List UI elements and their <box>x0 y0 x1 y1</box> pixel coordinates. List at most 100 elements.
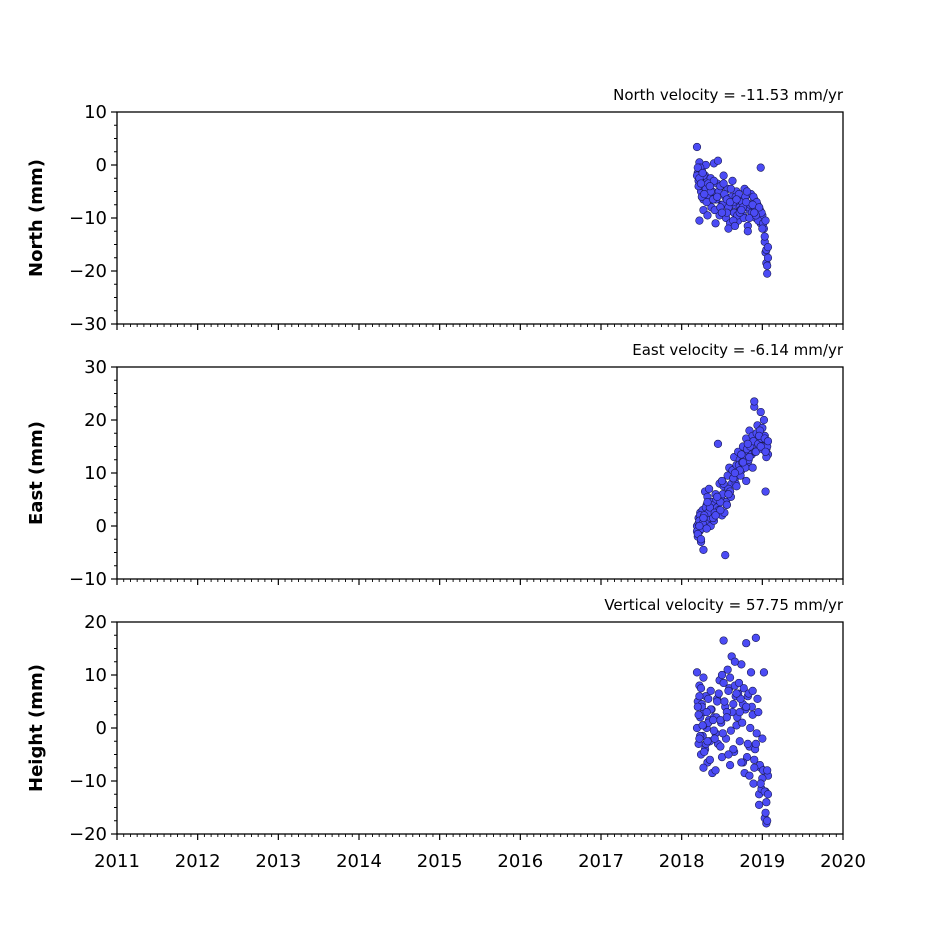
north-data-point <box>763 269 772 278</box>
north-data-point <box>695 216 704 225</box>
north-ytick-label: 0 <box>96 155 107 176</box>
north-data-point <box>696 179 706 188</box>
height-data-point <box>762 798 771 807</box>
height-data-point <box>750 763 759 772</box>
east-ytick-label: 30 <box>84 357 107 378</box>
east-data-point <box>761 487 770 496</box>
height-ytick-label: 0 <box>96 718 107 739</box>
height-data-point <box>752 729 761 738</box>
east-data-point <box>724 490 733 499</box>
north-data-point <box>698 168 707 178</box>
height-data-point <box>718 729 727 738</box>
height-data-point <box>737 758 746 767</box>
height-data-point <box>726 726 735 735</box>
height-xtick-label: 2020 <box>820 851 866 872</box>
east-data-point <box>721 551 730 560</box>
height-data-point <box>703 737 712 746</box>
height-data-point <box>730 657 740 666</box>
height-data-point <box>724 686 733 696</box>
height-data-point <box>758 734 767 743</box>
north-data-point <box>719 171 728 180</box>
height-data-point <box>719 636 728 645</box>
east-data-point <box>722 500 731 509</box>
height-data-point <box>705 755 715 764</box>
height-data-point <box>725 760 735 770</box>
height-ticks: −20 −10 0 10 20 2011 2012 2013 2014 2015 2016 2017 2… <box>69 612 866 872</box>
north-data-point <box>700 190 709 199</box>
north-data-point <box>755 203 764 212</box>
height-data-point <box>729 745 738 754</box>
height-data-point <box>739 684 748 693</box>
height-ytick-label: −10 <box>69 771 107 792</box>
east-data-point <box>737 450 746 459</box>
height-data-point <box>722 713 731 722</box>
height-data-point <box>693 702 702 711</box>
height-xtick-label: 2017 <box>578 851 624 872</box>
east-data-point <box>759 415 769 425</box>
height-data-point <box>723 665 732 674</box>
east-data-point <box>711 511 720 520</box>
east-data-point <box>763 437 773 446</box>
north-data-point <box>726 184 735 193</box>
north-data-point <box>719 179 728 188</box>
east-data-point <box>743 439 752 448</box>
height-ytick-label: 20 <box>84 612 107 633</box>
height-data-point <box>729 700 738 709</box>
height-data-point <box>699 763 708 772</box>
height-xtick-label: 2012 <box>175 851 221 872</box>
north-ylabel: North (mm) <box>26 159 47 277</box>
height-data-point <box>696 684 706 693</box>
east-data-point <box>738 458 748 467</box>
height-data-point <box>735 737 744 746</box>
north-data-point <box>743 227 752 236</box>
height-data-point <box>750 755 759 764</box>
height-data-point <box>732 689 741 698</box>
north-data-point <box>705 182 715 191</box>
north-ytick-label: 10 <box>84 102 107 123</box>
height-data-point <box>748 686 757 696</box>
height-xtick-label: 2019 <box>739 851 785 872</box>
height-data-point <box>695 692 704 701</box>
east-data-point <box>750 397 759 406</box>
height-data-point <box>759 668 769 677</box>
height-data-point <box>709 726 719 735</box>
height-data-point <box>724 750 733 759</box>
height-data-point <box>763 766 772 775</box>
height-xtick-label: 2015 <box>417 851 463 872</box>
east-data-point <box>704 484 714 494</box>
east-data-point <box>745 453 754 462</box>
east-data-point <box>732 482 741 491</box>
height-data-point <box>734 678 744 688</box>
height-data-point <box>698 721 707 730</box>
height-data-point <box>742 702 751 711</box>
north-data-point <box>728 176 737 185</box>
height-data-point <box>720 697 729 706</box>
height-data-point <box>702 707 711 717</box>
height-data-point <box>746 723 755 733</box>
height-data-point <box>745 771 754 780</box>
north-data-point <box>750 208 759 217</box>
height-data-point <box>738 718 747 727</box>
height-data-point <box>735 707 744 717</box>
north-axes-frame <box>116 111 844 325</box>
height-ytick-label: 10 <box>84 665 107 686</box>
height-data-point <box>763 790 773 799</box>
north-data-point <box>737 205 746 215</box>
north-data-point <box>717 208 727 217</box>
height-xtick-label: 2018 <box>659 851 705 872</box>
north-data-point <box>713 156 723 165</box>
north-data-point <box>732 195 741 204</box>
north-data-point <box>703 211 712 220</box>
north-data-point <box>763 253 773 262</box>
east-ytick-label: 10 <box>84 463 107 484</box>
east-data-point <box>748 463 757 472</box>
height-xtick-label: 2016 <box>497 851 543 872</box>
height-data-point <box>756 779 765 788</box>
east-data-point <box>716 506 725 515</box>
height-data-point <box>751 739 760 749</box>
height-data-point <box>706 686 715 696</box>
height-data-point <box>695 734 704 743</box>
north-data-point <box>758 224 767 233</box>
height-data-point <box>743 739 752 749</box>
east-ytick-label: 0 <box>96 516 107 537</box>
